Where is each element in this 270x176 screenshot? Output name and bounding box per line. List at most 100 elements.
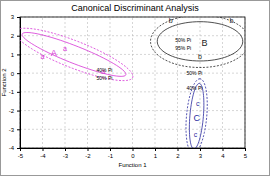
x-tick-mark <box>223 148 224 151</box>
annotation: 50% Pi <box>175 37 191 43</box>
grid-line <box>20 110 245 111</box>
y-tick: -2 <box>9 108 20 114</box>
annotation: 40% Pi <box>187 85 203 91</box>
ellipse <box>20 28 133 80</box>
y-tick: -3 <box>9 127 20 133</box>
centroid: C <box>193 113 200 123</box>
point: c <box>194 131 198 138</box>
x-tick: -3 <box>63 148 69 159</box>
grid-line <box>20 91 245 92</box>
annotation: 40% Pi <box>97 67 113 73</box>
y-tick-label: -4 <box>9 145 15 151</box>
grid-line <box>20 73 245 74</box>
y-tick-mark <box>17 129 20 130</box>
centroid: A <box>51 48 57 58</box>
point: a <box>63 45 67 52</box>
y-axis: -4 -3 -2 -1 0 1 2 3 <box>9 14 21 151</box>
y-axis-line <box>17 18 21 149</box>
x-tick: 0 <box>131 148 135 159</box>
x-tick-mark <box>245 148 246 151</box>
y-tick: 2 <box>11 33 20 39</box>
x-tick-mark <box>200 148 201 151</box>
ellipse <box>151 17 246 68</box>
y-tick-mark <box>17 111 20 112</box>
grid-line <box>155 17 156 148</box>
grid-line <box>200 17 201 148</box>
y-tick-label: 0 <box>11 71 15 77</box>
x-tick: -1 <box>108 148 114 159</box>
x-tick: -5 <box>18 148 24 159</box>
background <box>1 1 270 176</box>
y-tick-label: 1 <box>11 52 15 58</box>
x-axis: -5 -4 -3 -2 -1 0 1 2 3 4 5 <box>18 148 248 159</box>
point: a <box>41 53 45 60</box>
annotation: 95% Pi <box>175 45 191 51</box>
x-tick-label: 2 <box>176 153 180 159</box>
plot-area: aaabbbccABC <box>20 17 245 148</box>
grid-line <box>87 17 88 148</box>
x-tick-mark <box>88 148 89 151</box>
x-tick: -4 <box>40 148 46 159</box>
y-tick-label: 3 <box>11 14 15 20</box>
grid <box>20 17 245 148</box>
x-tick-label: 1 <box>154 153 158 159</box>
x-tick-label: 4 <box>221 153 225 159</box>
x-tick-label: 3 <box>199 153 203 159</box>
y-tick: -1 <box>9 89 20 95</box>
centroid: B <box>201 38 207 48</box>
y-tick-mark <box>17 54 20 55</box>
point: b <box>198 53 202 60</box>
y-tick-mark <box>17 148 20 149</box>
grid-line <box>222 17 223 148</box>
x-axis-line <box>21 149 246 152</box>
x-tick-label: -4 <box>40 153 46 159</box>
point: c <box>196 100 200 107</box>
y-tick-mark <box>17 17 20 18</box>
ellipse <box>157 22 243 61</box>
x-tick-mark <box>43 148 44 151</box>
annotations: 40% Pi 50% Pi 50% Pi 95% Pi 50% Pi 40% Pi <box>97 37 203 91</box>
grid-line <box>110 17 111 148</box>
y-tick-label: -2 <box>9 108 15 114</box>
grid-line <box>20 129 245 130</box>
x-tick-label: -3 <box>63 153 69 159</box>
x-tick-mark <box>65 148 66 151</box>
x-tick-label: -2 <box>85 153 91 159</box>
annotation: 50% Pi <box>187 70 203 76</box>
chart: Canonical Discriminant Analysis-5-4-3-2-… <box>0 0 270 176</box>
annotation: 50% Pi <box>97 75 113 81</box>
ellipse <box>22 32 126 76</box>
y-tick: 3 <box>11 14 20 20</box>
grid-line <box>132 17 133 148</box>
x-tick: -2 <box>85 148 91 159</box>
y-tick-mark <box>17 92 20 93</box>
y-tick-mark <box>17 36 20 37</box>
x-tick-mark <box>133 148 134 151</box>
y-tick: 1 <box>11 52 20 58</box>
x-tick-mark <box>155 148 156 151</box>
plot-frame <box>20 17 245 148</box>
ellipse <box>189 83 204 148</box>
x-tick-label: 0 <box>131 153 135 159</box>
x-tick-label: 5 <box>244 153 248 159</box>
x-tick: 3 <box>199 148 203 159</box>
point: b <box>169 17 173 24</box>
x-tick-mark <box>110 148 111 151</box>
ellipse <box>186 79 207 148</box>
title: Canonical Discriminant Analysis <box>71 3 199 13</box>
x-tick: 1 <box>154 148 158 159</box>
y-tick-mark <box>17 73 20 74</box>
point: b <box>230 17 234 24</box>
x-tick: 4 <box>221 148 225 159</box>
y-tick: -4 <box>9 145 20 151</box>
y-axis-title: Function 2 <box>1 68 7 97</box>
x-tick: 5 <box>244 148 248 159</box>
x-tick-label: -5 <box>18 153 24 159</box>
x-axis-title: Function 1 <box>118 162 147 168</box>
y-tick: 0 <box>11 71 20 77</box>
grid-line <box>20 35 245 36</box>
y-tick-label: 2 <box>11 33 15 39</box>
grid-line <box>42 17 43 148</box>
x-tick: 2 <box>176 148 180 159</box>
x-tick-label: -1 <box>108 153 114 159</box>
